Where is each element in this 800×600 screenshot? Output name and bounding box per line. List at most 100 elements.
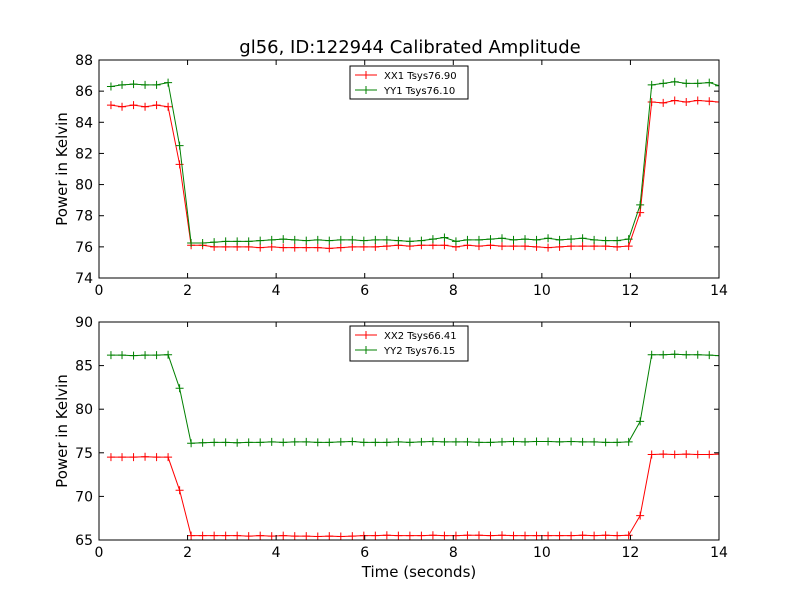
- data-point: [267, 235, 276, 244]
- data-point: [244, 438, 253, 447]
- data-point: [336, 235, 345, 244]
- data-point: [498, 437, 506, 446]
- data-point: [348, 235, 357, 244]
- data-point: [141, 80, 150, 89]
- data-point: [682, 98, 691, 107]
- data-point: [521, 235, 530, 244]
- data-point: [474, 235, 483, 244]
- data-point: [705, 97, 714, 106]
- data-point: [279, 243, 288, 252]
- data-point: [715, 351, 719, 360]
- data-point: [682, 350, 691, 359]
- data-point: [624, 437, 633, 446]
- data-point: [498, 531, 506, 540]
- data-point: [267, 242, 276, 251]
- data-point: [348, 242, 357, 251]
- data-point: [567, 531, 576, 540]
- data-point: [164, 102, 173, 111]
- data-point: [463, 235, 472, 244]
- data-point: [532, 437, 541, 446]
- data-point: [474, 531, 483, 540]
- data-point: [348, 437, 357, 446]
- data-point: [590, 235, 599, 244]
- data-point: [221, 237, 230, 246]
- data-point: [659, 79, 668, 88]
- data-point: [705, 450, 714, 459]
- data-point: [129, 101, 138, 110]
- data-point: [567, 437, 576, 446]
- data-point: [244, 237, 253, 246]
- data-point: [210, 438, 219, 447]
- x-tick-label: 2: [183, 545, 192, 561]
- data-point: [486, 531, 495, 540]
- data-point: [613, 531, 622, 540]
- data-point: [164, 350, 173, 359]
- legend-marker: [362, 331, 370, 339]
- data-point: [141, 452, 150, 461]
- data-point: [532, 242, 541, 251]
- data-point: [141, 102, 150, 111]
- data-point: [129, 351, 138, 360]
- legend-entry: YY1 Tsys76.10: [383, 86, 455, 97]
- y-tick-label: 76: [75, 240, 93, 256]
- data-point: [198, 531, 207, 540]
- data-point: [175, 384, 184, 393]
- data-point: [544, 234, 553, 243]
- data-point: [555, 531, 564, 540]
- data-point: [221, 531, 230, 540]
- data-point: [152, 453, 161, 462]
- data-point: [325, 236, 334, 245]
- x-tick-label: 12: [622, 545, 640, 561]
- data-point: [601, 438, 610, 447]
- x-tick-label: 6: [360, 545, 369, 561]
- data-point: [210, 238, 219, 247]
- data-point: [440, 437, 449, 446]
- figure-title: gl56, ID:122944 Calibrated Amplitude: [239, 37, 580, 58]
- data-point: [359, 438, 368, 447]
- data-point: [624, 235, 633, 244]
- data-point: [509, 235, 518, 244]
- data-point: [313, 532, 322, 540]
- data-point: [440, 241, 449, 250]
- data-point: [267, 437, 276, 446]
- data-point: [417, 531, 426, 540]
- data-point: [544, 437, 553, 446]
- data-point: [129, 80, 138, 89]
- x-tick-label: 10: [533, 283, 551, 299]
- y-tick-label: 65: [75, 533, 93, 549]
- y-tick-label: 86: [75, 84, 93, 100]
- data-point: [394, 236, 403, 245]
- data-point: [521, 531, 530, 540]
- x-axis-label: Time (seconds): [361, 563, 477, 581]
- y-tick-label: 78: [75, 209, 93, 225]
- y-tick-label: 88: [75, 53, 93, 69]
- y-tick-label: 84: [75, 115, 93, 131]
- x-tick-label: 6: [360, 283, 369, 299]
- data-point: [336, 243, 345, 252]
- data-point: [647, 80, 656, 89]
- legend-entry: XX2 Tsys66.41: [384, 331, 457, 342]
- x-tick-label: 10: [533, 545, 551, 561]
- data-point: [313, 243, 322, 252]
- data-point: [440, 531, 449, 540]
- data-point: [578, 531, 587, 540]
- data-point: [256, 531, 265, 540]
- y-tick-label: 75: [75, 446, 93, 462]
- data-point: [106, 101, 115, 110]
- data-point: [371, 531, 380, 540]
- data-point: [532, 531, 541, 540]
- data-point: [715, 450, 719, 459]
- legend-box: [349, 325, 469, 362]
- legend-entry: YY2 Tsys76.15: [383, 346, 455, 357]
- data-point: [601, 236, 610, 245]
- data-point: [624, 531, 633, 540]
- data-point: [463, 531, 472, 540]
- data-point: [394, 437, 403, 446]
- legend-box: [349, 65, 469, 100]
- data-point: [498, 242, 506, 251]
- data-point: [590, 437, 599, 446]
- axes-frame: [98, 59, 720, 279]
- data-point: [474, 438, 483, 447]
- data-point: [325, 438, 334, 447]
- y-tick-label: 82: [75, 146, 93, 162]
